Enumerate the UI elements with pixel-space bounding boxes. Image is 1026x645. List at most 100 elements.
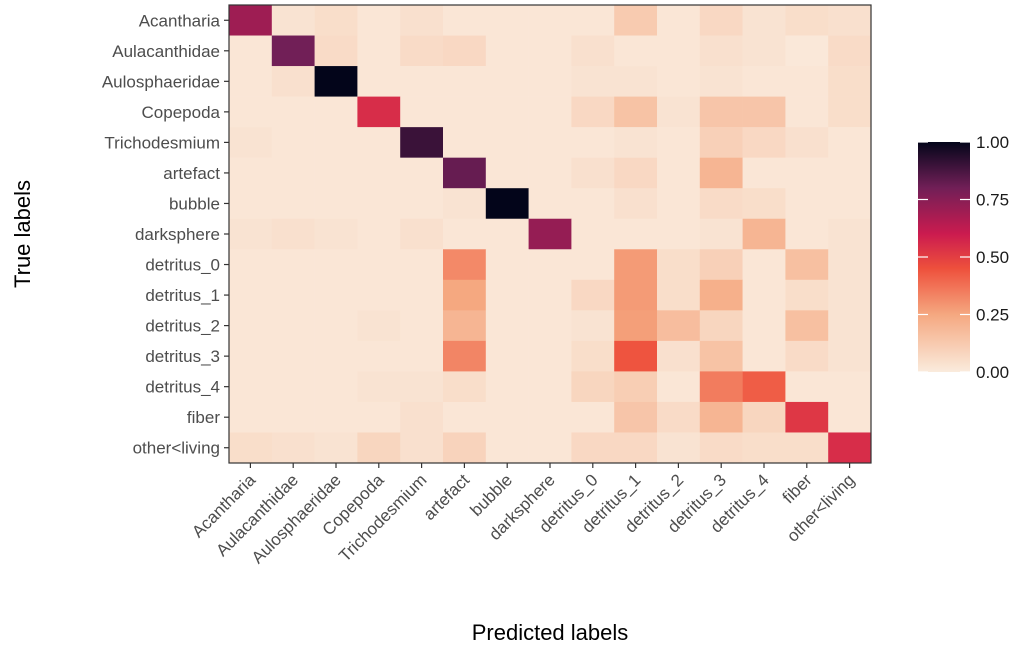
heatmap-cell [229,218,273,250]
heatmap-cell [828,371,872,403]
heatmap-cell [699,157,743,189]
heatmap-cell [742,401,786,433]
heatmap-cell [485,96,529,128]
heatmap-cell [614,157,658,189]
heatmap-cell [271,249,315,281]
heatmap-cell [699,310,743,342]
heatmap-cell [314,66,358,97]
heatmap-cell [828,218,872,250]
heatmap-cell [271,218,315,250]
heatmap-cell [785,432,829,464]
heatmap-cell [443,249,487,281]
heatmap-cell [443,127,487,158]
heatmap-cell [742,340,786,372]
heatmap-cell [271,157,315,189]
heatmap-cell [657,432,701,464]
heatmap-cell [742,371,786,403]
heatmap-cell [443,218,487,250]
heatmap-cell [571,188,615,220]
heatmap-cell [229,249,273,281]
heatmap-cell [400,340,444,372]
heatmap-cell [400,157,444,189]
heatmap-cell [271,401,315,433]
heatmap-cell [443,432,487,464]
heatmap-cell [400,401,444,433]
heatmap-cell [785,340,829,372]
legend-tick-label: 0.50 [976,248,1009,267]
heatmap-cell [485,279,529,311]
heatmap-cell [657,218,701,250]
heatmap-cell [785,279,829,311]
heatmap-cell [614,96,658,128]
heatmap-cell [443,340,487,372]
heatmap-cell [571,5,615,36]
heatmap-cell [571,340,615,372]
heatmap-cell [271,127,315,158]
heatmap-cell [699,249,743,281]
heatmap-cell [699,5,743,36]
heatmap-cell [229,401,273,433]
heatmap-cell [400,432,444,464]
heatmap-cell [400,66,444,97]
heatmap-cell [229,96,273,128]
legend-tick-label: 0.25 [976,306,1009,325]
heatmap-cell [828,127,872,158]
heatmap-cell [443,310,487,342]
heatmap-cell [528,310,572,342]
heatmap-cell [571,218,615,250]
heatmap-cell [314,157,358,189]
heatmap-cell [571,310,615,342]
heatmap-cell [699,218,743,250]
heatmap-cell [828,432,872,464]
heatmap-cell [528,249,572,281]
heatmap-cell [400,5,444,36]
heatmap-cell [314,401,358,433]
heatmap-cell [271,432,315,464]
heatmap-cell [229,66,273,97]
heatmap-cell [357,249,401,281]
heatmap-cell [443,96,487,128]
heatmap-cell [271,35,315,67]
heatmap-cell [314,218,358,250]
heatmap-cell [357,432,401,464]
heatmap-cell [614,218,658,250]
heatmap-cell [443,157,487,189]
heatmap-cell [485,127,529,158]
heatmap-cell [400,279,444,311]
heatmap-cell [400,218,444,250]
heatmap-cell [742,66,786,97]
heatmap-cell [742,310,786,342]
heatmap-cell [485,188,529,220]
heatmap-cell [271,96,315,128]
heatmap-cell [357,218,401,250]
heatmap-cell [614,340,658,372]
heatmap-cell [357,35,401,67]
heatmap-cell [614,401,658,433]
legend-tick-label: 0.00 [976,363,1009,382]
color-legend: 1.00 0.75 0.50 0.25 0.00 [918,133,1009,382]
heatmap-cell [400,35,444,67]
heatmap-cell [229,432,273,464]
heatmap-cell [271,188,315,220]
heatmap-cell [785,188,829,220]
heatmap-cell [443,66,487,97]
heatmap-cell [657,127,701,158]
heatmap-cell [614,5,658,36]
heatmap-cell [528,5,572,36]
heatmap-cell [314,432,358,464]
heatmap-cell [229,5,273,36]
heatmap-cell [614,249,658,281]
heatmap-cell [657,96,701,128]
heatmap-cell [657,401,701,433]
heatmap-cell [443,401,487,433]
heatmap-cell [657,371,701,403]
heatmap-cell [443,279,487,311]
heatmap-cell [443,188,487,220]
y-tick-label: bubble [169,194,220,213]
heatmap-cell [314,35,358,67]
heatmap-cell [528,401,572,433]
y-tick-label: detritus_3 [145,347,220,366]
heatmap-cell [571,249,615,281]
heatmap-cell [528,66,572,97]
